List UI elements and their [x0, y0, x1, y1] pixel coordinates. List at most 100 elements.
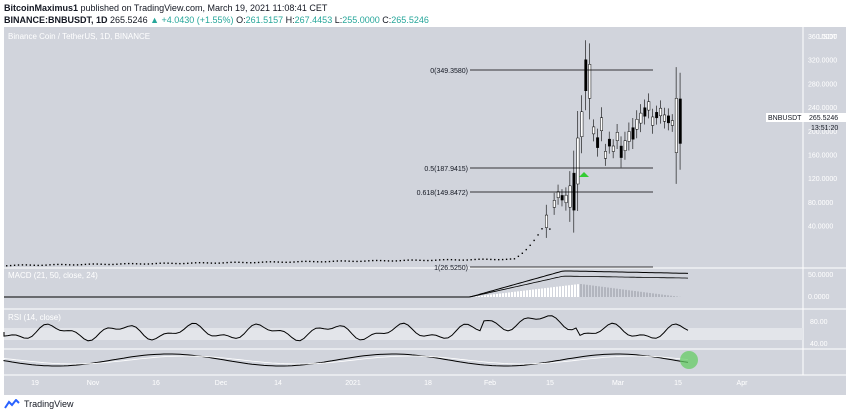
price-badge-value: 265.5246: [809, 115, 838, 122]
candle: [552, 200, 556, 208]
close-value: 265.5246: [391, 15, 429, 25]
candle: [336, 260, 339, 262]
candle: [560, 195, 564, 201]
macd-histogram: [472, 284, 681, 297]
macd-bar: [673, 296, 675, 297]
macd-bar: [541, 288, 543, 297]
candle: [309, 260, 311, 263]
candle: [544, 214, 548, 228]
candle: [411, 259, 413, 261]
candle: [253, 261, 256, 264]
candle: [230, 261, 232, 264]
macd-bar: [496, 293, 498, 297]
candle: [226, 261, 228, 264]
price-scale[interactable]: 360.0000 320.0000 280.0000 240.0000 200.0000…: [808, 34, 837, 231]
macd-bar: [631, 290, 633, 297]
candle: [403, 259, 405, 262]
price-badge-time: 13:51:20: [811, 125, 838, 132]
candle: [383, 260, 386, 262]
macd-bar: [595, 285, 597, 297]
price-tick-label: 40.0000: [808, 224, 833, 231]
candlestick-series: [6, 40, 682, 267]
candle: [466, 259, 468, 261]
tradingview-brand[interactable]: TradingView: [24, 399, 74, 409]
candle: [541, 228, 543, 230]
candle: [313, 260, 315, 263]
candle: [647, 101, 651, 111]
candle: [627, 131, 631, 142]
footer-bar: TradingView: [0, 395, 850, 413]
candle: [486, 258, 488, 260]
fib-level-label: 0.5(187.9415): [424, 166, 468, 173]
candle: [155, 262, 157, 265]
candle: [222, 262, 224, 264]
candle: [501, 258, 504, 261]
chart-canvas[interactable]: Binance Coin / TetherUS, 1D, BINANCE MAC…: [0, 27, 850, 395]
rsi-scale[interactable]: 80.00 40.00: [810, 319, 828, 348]
candle: [25, 264, 28, 266]
candle: [576, 137, 580, 185]
macd-bar: [649, 292, 651, 297]
candle: [454, 259, 457, 261]
time-tick-label: 14: [274, 380, 282, 387]
candle: [218, 262, 220, 264]
macd-bar: [505, 292, 507, 297]
rsi-tick-label: 40.00: [810, 341, 828, 348]
macd-bar: [481, 295, 483, 297]
macd-bar: [508, 292, 510, 297]
close-label: C:: [382, 15, 392, 25]
candle: [120, 263, 122, 265]
macd-tick-label: 50.0000: [808, 272, 833, 279]
highlight-circle: [680, 351, 698, 369]
candle: [316, 261, 319, 263]
symbol-badge[interactable]: [766, 113, 812, 122]
time-tick-label: Mar: [612, 380, 625, 387]
candle: [580, 111, 584, 137]
macd-bar: [511, 292, 513, 297]
candle: [65, 263, 67, 266]
candle: [600, 117, 603, 131]
macd-bar: [502, 293, 504, 297]
macd-bar: [619, 289, 621, 297]
author-name[interactable]: BitcoinMaximus1: [4, 3, 79, 13]
fibonacci-retracement[interactable]: 0(349.3580) 0.5(187.9415) 0.618(149.8472) 1…: [417, 68, 653, 272]
macd-bar: [544, 288, 546, 297]
time-tick-label: Apr: [737, 380, 749, 387]
candle: [324, 261, 327, 263]
macd-bar: [610, 287, 612, 297]
macd-bar: [604, 287, 606, 297]
last-price: 265.5246: [110, 15, 148, 25]
candle: [301, 260, 303, 263]
macd-bar: [553, 287, 555, 297]
candle: [210, 262, 213, 264]
macd-scale[interactable]: 50.0000 0.0000: [808, 272, 833, 301]
macd-bar: [556, 286, 558, 297]
macd-bar: [607, 287, 609, 297]
candle: [9, 264, 12, 267]
candle: [517, 255, 520, 258]
candle: [37, 264, 39, 267]
macd-bar: [493, 294, 495, 297]
publish-line: BitcoinMaximus1 published on TradingView…: [4, 2, 846, 14]
macd-bar: [526, 290, 528, 297]
macd-bar: [568, 285, 570, 297]
candle: [490, 258, 492, 261]
candle: [623, 140, 627, 151]
candle: [281, 261, 283, 263]
candle: [462, 259, 464, 261]
macd-bar: [484, 295, 486, 297]
candle: [631, 127, 635, 140]
candle: [663, 114, 666, 122]
candle: [53, 263, 55, 266]
candle: [250, 262, 252, 264]
candle: [171, 262, 173, 265]
candle: [139, 263, 142, 265]
symbol-interval[interactable]: BINANCE:BNBUSDT, 1D: [4, 15, 108, 25]
candle: [175, 262, 177, 265]
time-scale[interactable]: 19 Nov 16 Dec 14 2021 18 Feb 15 Mar 15 Apr: [31, 380, 748, 387]
candle: [332, 260, 335, 262]
time-tick-label: 15: [674, 380, 682, 387]
candle: [360, 260, 362, 263]
candle: [619, 145, 623, 158]
macd-bar: [646, 292, 648, 297]
